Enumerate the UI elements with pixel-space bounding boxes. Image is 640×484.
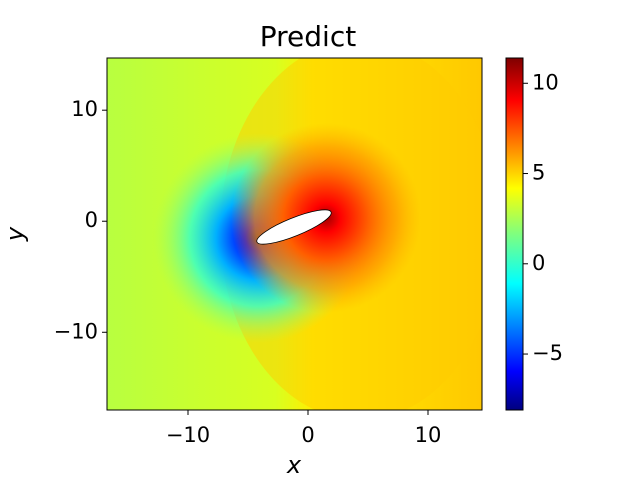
x-tick-label: 0 <box>301 423 314 447</box>
chart-title: Predict <box>260 20 356 53</box>
plot-frame <box>106 57 483 411</box>
colorbar-tick-label: 10 <box>532 70 559 94</box>
y-tick-label: 0 <box>85 208 98 232</box>
x-tick-label: 10 <box>415 423 442 447</box>
y-tick-label: −10 <box>54 319 98 343</box>
colorbar-tick-label: 0 <box>532 251 545 275</box>
colorbar-tick-label: −5 <box>532 341 563 365</box>
airfoil <box>256 209 332 245</box>
colorbar-tick-label: 5 <box>532 161 545 185</box>
x-tick-label: −10 <box>166 423 210 447</box>
colorbar <box>505 57 524 411</box>
field <box>107 58 482 410</box>
y-tick-label: 10 <box>71 97 98 121</box>
x-axis-label: x <box>286 451 302 479</box>
y-axis-label: y <box>1 226 29 242</box>
